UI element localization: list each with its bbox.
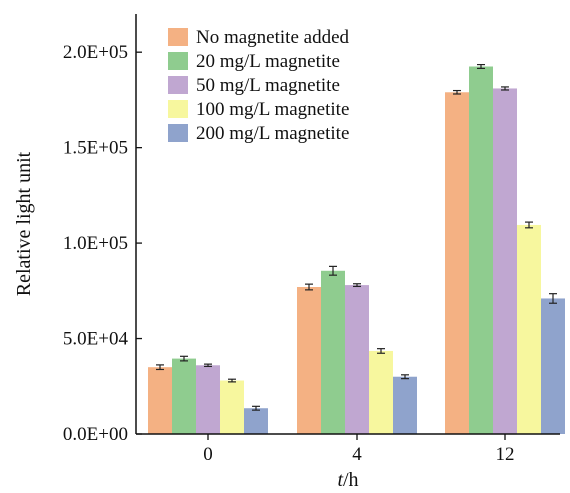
y-axis-title: Relative light unit <box>13 151 35 296</box>
x-tick-label: 0 <box>203 444 213 465</box>
bar <box>493 88 517 435</box>
legend-swatch <box>168 76 188 94</box>
x-tick-label: 12 <box>496 444 515 465</box>
legend-swatch <box>168 52 188 70</box>
legend-label: No magnetite added <box>196 27 350 48</box>
legend-label: 100 mg/L magnetite <box>196 99 349 120</box>
bar <box>148 367 172 434</box>
y-ticks: 0.0E+00 5.0E+04 1.0E+05 1.5E+05 2.0E+05 <box>63 42 142 445</box>
x-axis-title-variable: t <box>337 469 343 491</box>
legend-swatch <box>168 28 188 46</box>
legend-label: 20 mg/L magnetite <box>196 51 340 72</box>
y-tick-label: 5.0E+04 <box>63 329 129 350</box>
bar <box>369 350 393 434</box>
bar <box>196 365 220 434</box>
bar <box>469 66 493 434</box>
legend-label: 200 mg/L magnetite <box>196 123 349 144</box>
legend-swatch <box>168 124 188 142</box>
bar <box>244 408 268 434</box>
bars-layer <box>148 63 565 435</box>
legend-swatch <box>168 100 188 118</box>
bar <box>297 287 321 434</box>
bar <box>321 270 345 434</box>
bar <box>172 358 196 434</box>
x-axis-title: t/h <box>337 469 358 491</box>
y-tick-label: 1.0E+05 <box>63 233 128 254</box>
y-tick-label: 0.0E+00 <box>63 424 128 445</box>
axes-layer <box>135 14 560 435</box>
legend: No magnetite added 20 mg/L magnetite 50 mg… <box>168 27 350 144</box>
bar <box>541 298 565 434</box>
bar <box>220 380 244 434</box>
bar <box>345 285 369 434</box>
bar <box>393 376 417 434</box>
legend-label: 50 mg/L magnetite <box>196 75 340 96</box>
x-axis-title-unit: /h <box>343 469 359 491</box>
bar <box>445 92 469 434</box>
x-ticks: 0 4 12 <box>203 434 515 465</box>
bar <box>517 224 541 434</box>
x-tick-label: 4 <box>352 444 362 465</box>
y-tick-label: 1.5E+05 <box>63 138 128 159</box>
y-tick-label: 2.0E+05 <box>63 42 128 63</box>
